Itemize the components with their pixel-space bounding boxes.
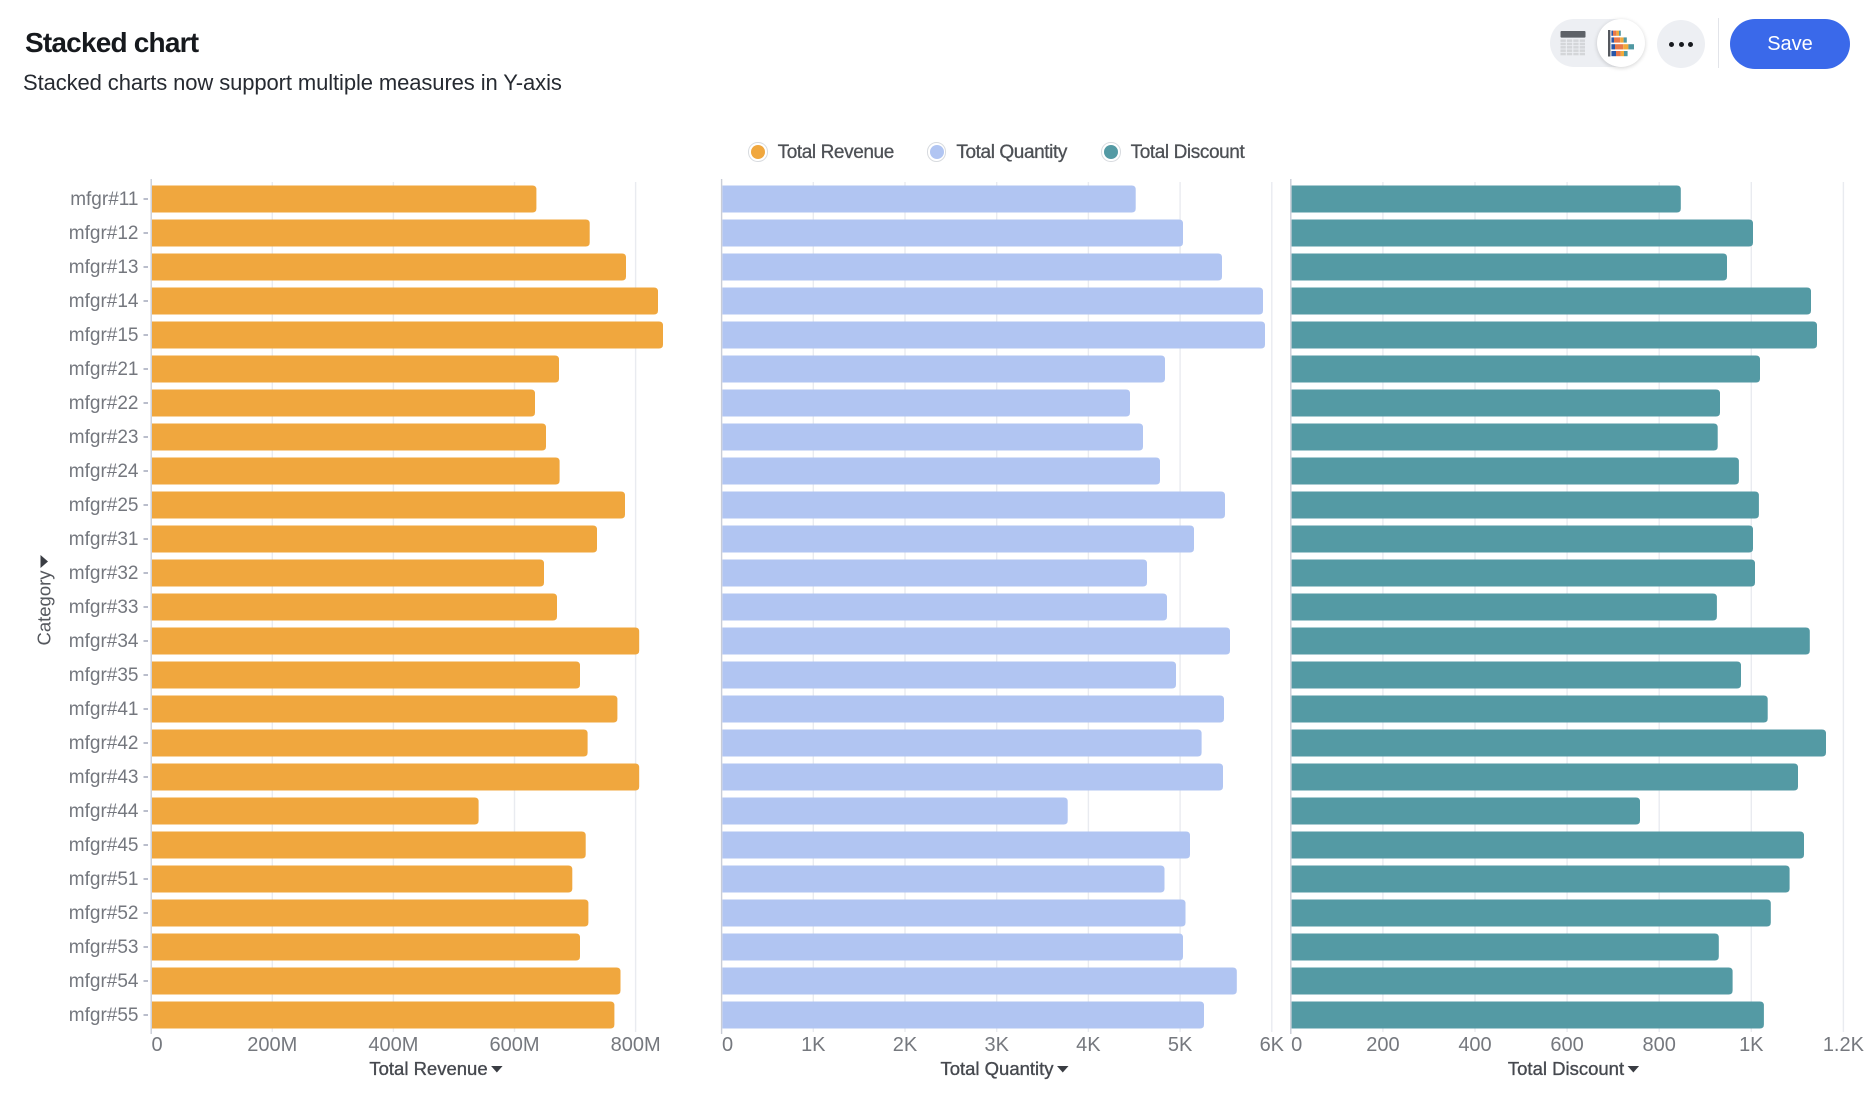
svg-text:mfgr#13: mfgr#13 <box>69 257 139 278</box>
svg-text:mfgr#24: mfgr#24 <box>69 461 139 482</box>
svg-text:Total Revenue: Total Revenue <box>369 1058 487 1079</box>
svg-text:mfgr#34: mfgr#34 <box>69 631 139 652</box>
svg-text:600: 600 <box>1550 1034 1583 1056</box>
svg-text:Category: Category <box>34 570 55 646</box>
svg-text:mfgr#53: mfgr#53 <box>69 937 139 958</box>
svg-text:1K: 1K <box>1739 1034 1764 1056</box>
svg-text:mfgr#33: mfgr#33 <box>69 597 139 618</box>
svg-text:mfgr#32: mfgr#32 <box>69 563 139 584</box>
svg-text:3K: 3K <box>984 1034 1009 1056</box>
svg-text:mfgr#44: mfgr#44 <box>69 801 139 822</box>
svg-text:Total Quantity: Total Quantity <box>940 1058 1054 1079</box>
svg-text:0: 0 <box>152 1034 163 1056</box>
svg-text:mfgr#43: mfgr#43 <box>69 767 139 788</box>
svg-text:5K: 5K <box>1168 1034 1193 1056</box>
svg-text:800: 800 <box>1643 1034 1676 1056</box>
svg-text:mfgr#12: mfgr#12 <box>69 223 139 244</box>
svg-text:1.2K: 1.2K <box>1823 1034 1865 1056</box>
svg-text:mfgr#42: mfgr#42 <box>69 733 139 754</box>
svg-text:mfgr#25: mfgr#25 <box>69 495 139 516</box>
svg-text:mfgr#35: mfgr#35 <box>69 665 139 686</box>
svg-text:800M: 800M <box>611 1034 661 1056</box>
svg-text:6K: 6K <box>1260 1034 1285 1056</box>
svg-text:1K: 1K <box>801 1034 826 1056</box>
svg-text:4K: 4K <box>1076 1034 1101 1056</box>
svg-text:mfgr#14: mfgr#14 <box>69 291 139 312</box>
svg-text:mfgr#15: mfgr#15 <box>69 325 139 346</box>
svg-text:200M: 200M <box>247 1034 297 1056</box>
svg-text:mfgr#11: mfgr#11 <box>70 189 138 210</box>
svg-text:Total Discount: Total Discount <box>1508 1058 1624 1079</box>
svg-text:mfgr#55: mfgr#55 <box>69 1005 139 1026</box>
svg-text:400M: 400M <box>368 1034 418 1056</box>
svg-text:0: 0 <box>722 1034 733 1056</box>
svg-text:mfgr#51: mfgr#51 <box>69 869 139 890</box>
svg-text:mfgr#31: mfgr#31 <box>69 529 139 550</box>
svg-text:mfgr#23: mfgr#23 <box>69 427 139 448</box>
svg-text:2K: 2K <box>893 1034 918 1056</box>
svg-text:400: 400 <box>1458 1034 1491 1056</box>
svg-text:600M: 600M <box>489 1034 539 1056</box>
svg-text:mfgr#41: mfgr#41 <box>69 699 139 720</box>
svg-text:0: 0 <box>1291 1034 1302 1056</box>
svg-text:mfgr#52: mfgr#52 <box>69 903 139 924</box>
svg-text:mfgr#54: mfgr#54 <box>69 971 139 992</box>
svg-text:mfgr#21: mfgr#21 <box>69 359 139 380</box>
svg-text:200: 200 <box>1366 1034 1399 1056</box>
svg-text:mfgr#45: mfgr#45 <box>69 835 139 856</box>
svg-text:mfgr#22: mfgr#22 <box>69 393 139 414</box>
